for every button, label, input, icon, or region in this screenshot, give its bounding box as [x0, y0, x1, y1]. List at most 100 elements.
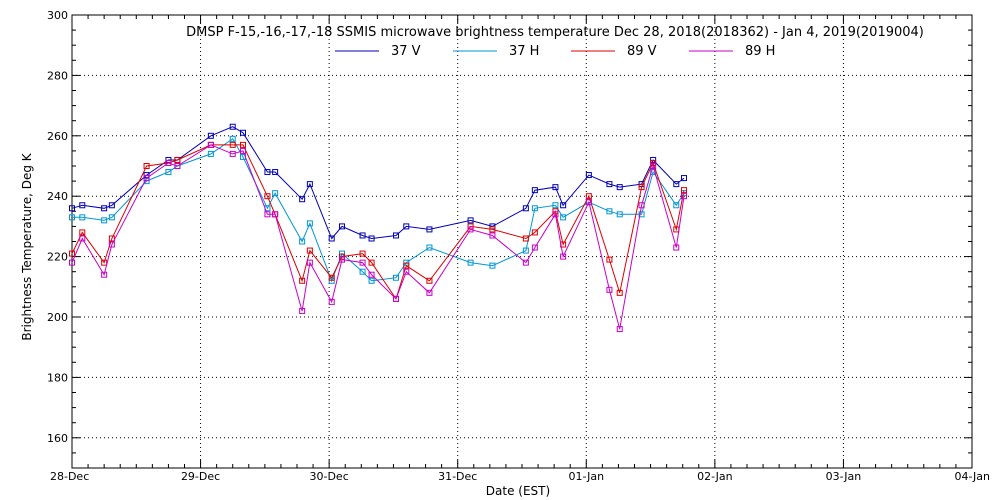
series-89-h-marker: [328, 298, 335, 305]
ticks: [71, 14, 973, 469]
series-89-v-marker: [174, 156, 181, 163]
chart-title: DMSP F-15,-16,-17,-18 SSMIS microwave br…: [186, 25, 924, 40]
series-89-h-marker: [306, 259, 313, 266]
series-89-h: [69, 141, 687, 333]
series-89-h-marker: [207, 141, 214, 148]
series-37-v-marker: [359, 232, 366, 239]
series-89-v-marker: [79, 229, 86, 236]
series-37-v-marker: [207, 132, 214, 139]
series-89-v-line: [71, 144, 685, 301]
series-89-h-marker: [650, 163, 657, 169]
series-37-v-marker: [585, 172, 592, 179]
series-37-v-marker: [393, 232, 399, 239]
series-37-v-marker: [426, 226, 433, 233]
series-37-v-marker: [306, 181, 313, 188]
series-89-h-marker: [552, 211, 559, 218]
series-89-v-marker: [426, 277, 433, 284]
series-89-h-marker: [638, 202, 645, 209]
legend-label: 89 H: [745, 44, 775, 59]
series-89-h-marker: [681, 193, 687, 200]
series-89-v-marker: [306, 247, 313, 254]
series-89-h-marker: [616, 326, 623, 333]
series-89-v-marker: [359, 250, 366, 257]
series-37-h-marker: [531, 205, 538, 212]
series-37-h-marker: [393, 274, 399, 281]
series-37-v-marker: [522, 205, 529, 212]
series-37-h-marker: [359, 268, 366, 275]
series-37-v-marker: [560, 202, 567, 209]
series-89-v-marker: [638, 184, 645, 191]
series-37-h-marker: [272, 190, 279, 197]
x-tick-label: 01-Jan: [569, 470, 605, 483]
series-89-h-marker: [299, 307, 306, 314]
y-tick-label: 220: [47, 251, 68, 264]
series-89-h-marker: [174, 163, 181, 169]
series-37-h-marker: [368, 277, 375, 284]
series-37-h-marker: [299, 238, 306, 245]
series-37-v-marker: [339, 223, 345, 230]
series-89-h-line: [71, 144, 685, 330]
series-37-h-marker: [650, 169, 657, 176]
series-37-h-marker: [616, 211, 623, 218]
series-89-h-marker: [339, 256, 345, 263]
series-89-v-marker: [522, 235, 529, 242]
series-37-h-marker: [79, 214, 86, 221]
series-89-h-marker: [229, 150, 236, 157]
series-37-v-marker: [467, 217, 474, 224]
legend-label: 37 H: [509, 44, 539, 59]
series-37-h-marker: [207, 150, 214, 157]
series-89-v-marker: [681, 187, 687, 194]
series-89-h-marker: [673, 244, 680, 251]
series-37-h-marker: [339, 250, 345, 257]
x-tick-label: 04-Jan: [954, 470, 990, 483]
series-37-v-marker: [272, 169, 279, 176]
series-89-h-marker: [393, 295, 399, 302]
series-89-v-marker: [368, 259, 375, 266]
series-group: [69, 123, 687, 333]
series-89-h-marker: [426, 289, 433, 296]
series-37-h-marker: [69, 214, 75, 221]
series-89-v-marker: [531, 229, 538, 236]
x-tick-label: 31-Dec: [438, 470, 477, 483]
series-37-v-marker: [616, 184, 623, 191]
series-89-h-marker: [467, 226, 474, 233]
y-tick-label: 260: [47, 130, 68, 143]
y-tick-label: 160: [47, 432, 68, 445]
series-89-h-marker: [143, 175, 150, 182]
series-37-h-marker: [467, 259, 474, 266]
series-89-v-marker: [229, 141, 236, 148]
series-89-h-marker: [522, 259, 529, 266]
legend-label: 89 V: [627, 44, 657, 59]
series-89-h-marker: [606, 286, 613, 293]
series-37-h-marker: [426, 244, 433, 251]
y-tick-label: 180: [47, 371, 68, 384]
series-89-v-marker: [606, 256, 613, 263]
series-37-h-marker: [306, 220, 313, 227]
tick-labels: 160 180 200 220 240 260 280 300 28-Dec 29-Dec 30-D…: [47, 9, 990, 483]
x-tick-label: 28-Dec: [50, 470, 89, 483]
series-89-h-marker: [560, 253, 567, 260]
series-37-v-marker: [229, 123, 236, 130]
series-37-h-marker: [638, 211, 645, 218]
series-37-v-marker: [531, 187, 538, 194]
series-37-v-marker: [108, 202, 115, 209]
series-89-v-marker: [69, 250, 75, 257]
series-89-h-marker: [165, 159, 172, 166]
y-tick-label: 200: [47, 311, 68, 324]
series-37-v-marker: [606, 181, 613, 188]
series-89-h-marker: [108, 241, 115, 248]
y-tick-label: 240: [47, 190, 68, 203]
series-89-v-marker: [264, 193, 271, 200]
series-89-h-marker: [359, 259, 366, 266]
legend-label: 37 V: [391, 44, 421, 59]
x-axis-label: Date (EST): [486, 484, 550, 498]
series-89-h-marker: [272, 211, 279, 218]
y-tick-label: 280: [47, 69, 68, 82]
series-89-h-marker: [79, 235, 86, 242]
series-89-h-marker: [101, 271, 108, 278]
series-37-h-marker: [552, 202, 559, 209]
series-37-v-marker: [240, 129, 246, 136]
series-37-v-marker: [299, 196, 306, 203]
